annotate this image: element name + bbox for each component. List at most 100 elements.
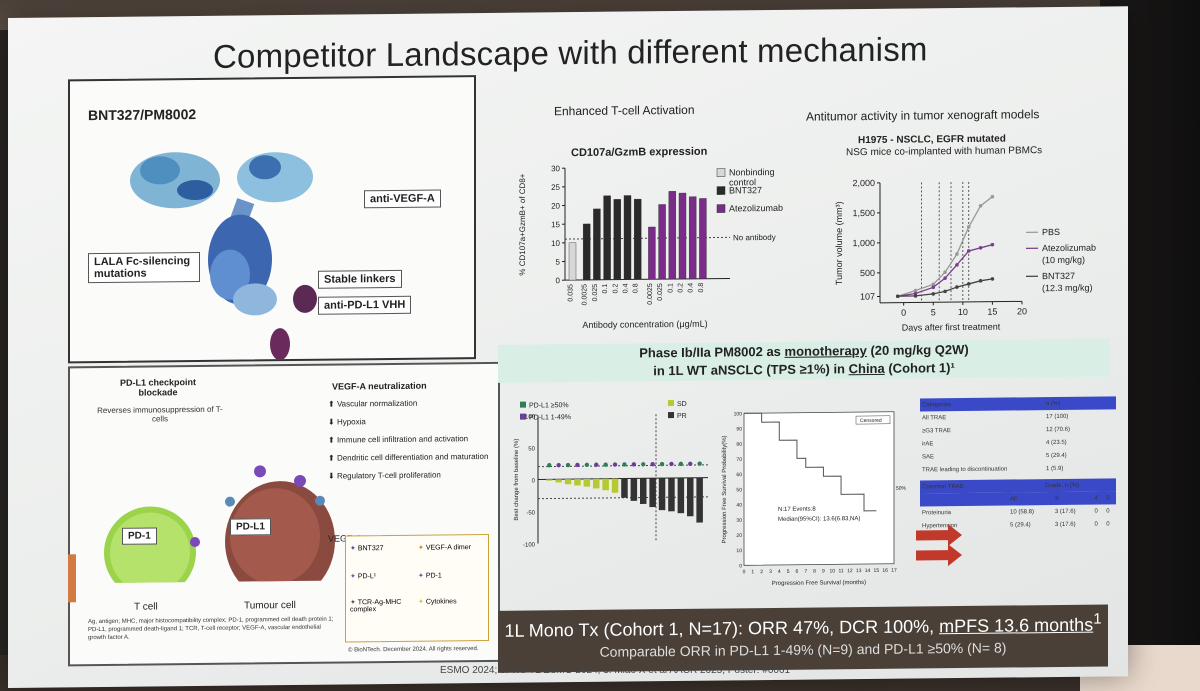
chart1-legend-label: BNT327: [729, 185, 762, 195]
table-cell: 5 (29.4): [1010, 521, 1031, 529]
chart1-bar: [658, 204, 666, 280]
chart1-y-tick-label: 5: [556, 258, 561, 267]
chart2-legend-label: (12.3 mg/kg): [1042, 283, 1093, 294]
chart4-y-tick-label: 90: [736, 427, 742, 433]
chart4-x-tick-label: 11: [838, 568, 843, 574]
xenograft-section-title: Antitumor activity in tumor xenograft mo…: [806, 107, 1040, 124]
chart2-point: [990, 194, 995, 199]
chart3-y-tick-label: -100: [523, 542, 536, 548]
chart2-point: [931, 292, 936, 296]
chart3-legend-swatch: [520, 401, 526, 408]
chart3-legend-swatch: [668, 400, 674, 407]
chart2-series-line: [897, 278, 993, 297]
vegf-neutralization-heading: VEGF-A neutralization: [332, 380, 427, 392]
chart4-x-label: Progression Free Survival (months): [772, 580, 866, 587]
chart3-bar: [649, 478, 656, 508]
chart4-50-label: 50%: [896, 486, 907, 492]
table-cell: 3 (17.6): [1054, 521, 1076, 528]
label-tumour-cell: Tumour cell: [244, 599, 296, 612]
copyright-text: © BioNTech. December 2024. All rights re…: [348, 646, 479, 654]
label-t-cell: T cell: [134, 601, 158, 613]
chart4-x-tick-label: 16: [882, 568, 888, 574]
table-cell: 17 (100): [1046, 413, 1069, 420]
chart4-x-tick-label: 2: [760, 569, 763, 575]
pd-l1-blockade-subtext: Reverses immunosuppression of T-cells: [97, 404, 223, 424]
vegf-effect-item: ⬇ Hypoxia: [328, 417, 366, 427]
chart1-x-tick-label: 0.025: [657, 283, 664, 301]
chart2-y-tick-label: 500: [860, 268, 875, 278]
chart3-bar: [602, 478, 609, 491]
chart3-y-tick-label: 50: [528, 446, 535, 452]
chart1-bar: [688, 196, 697, 280]
chart1-y-tick-label: 20: [551, 202, 560, 211]
chart3-marker: [678, 461, 684, 467]
chart4-x-tick-label: 6: [796, 569, 799, 575]
label-anti-vegf-a: anti-VEGF-A: [364, 189, 441, 209]
table-cell: 3 (17.6): [1054, 508, 1076, 515]
chart2-point: [966, 249, 971, 253]
table-cell: 1 (5.9): [1046, 465, 1064, 472]
chart2-x-tick-label: 0: [901, 308, 906, 318]
chart4-x-tick-label: 14: [865, 568, 871, 574]
chart2-point: [966, 282, 971, 286]
chart2-y-tick-label: 2,000: [852, 178, 875, 188]
chart4-y-tick-label: 70: [736, 457, 742, 463]
arrow-down-icon: ⬇: [328, 417, 335, 427]
chart4-y-tick-label: 30: [736, 518, 742, 524]
trae-table: Categories n (%) All TRAE 17 (100) ≥G3 TR…: [920, 396, 1116, 532]
chart3-marker: [650, 461, 655, 467]
chart2-point: [990, 277, 995, 281]
chart2-point: [895, 294, 900, 299]
chart3-marker: [688, 461, 693, 466]
chart1-bar: [699, 198, 707, 279]
chart1-bar: [633, 198, 642, 280]
chart4-legend-box: [855, 415, 891, 425]
chart1-legend-swatch: [716, 204, 726, 213]
reference-footer: ESMO 2024; 3. Wu YL ESMO 2024; 3. Miao X…: [440, 665, 791, 676]
cell-illustration: [104, 465, 335, 584]
tumor-volume-line-chart: H1975 - NSCLC, EGFR mutated NSG mice co-…: [834, 134, 1096, 333]
phase-study-banner: Phase Ib/IIa PM8002 as monotherapy (20 m…: [498, 338, 1110, 383]
legend-entry-tcr: ✦ TCR-Ag-MHC complex: [350, 598, 402, 614]
cd107a-bar-chart: CD107a/GzmB expression 0 5 10 15 20 25 30 % CD1…: [518, 146, 783, 330]
chart4-x-tick-label: 15: [874, 568, 880, 574]
chart4-x-tick-label: 10: [829, 568, 835, 574]
chart3-bar: [583, 478, 591, 487]
table-cell: irAE: [922, 440, 934, 447]
vegf-effect-item: ⬆ Vascular normalization: [328, 398, 418, 409]
chart1-y-tick-label: 0: [556, 276, 561, 285]
table-header-cell: n (%): [1046, 400, 1061, 407]
chart2-legend-label: (10 mg/kg): [1042, 255, 1085, 265]
chart1-x-tick-label: 0.1: [667, 283, 674, 293]
table-header-cell: 4: [1094, 495, 1098, 502]
chart1-bar: [568, 242, 577, 281]
chart2-y-tick-label: 1,500: [852, 208, 875, 218]
cytokine-icon: ✦: [418, 598, 424, 606]
phase-banner-line2: in 1L WT aNSCLC (TPS ≥1%) in China (Coho…: [653, 360, 955, 379]
pdl1-icon: ✦: [350, 573, 356, 581]
chart3-marker: [669, 461, 674, 467]
chart4-y-tick-label: 100: [734, 411, 743, 417]
chart4-y-tick-label: 50: [736, 487, 742, 493]
chart2-subtitle: NSG mice co-implanted with human PBMCs: [846, 145, 1042, 158]
chart4-survival-curve: [744, 412, 877, 512]
chart4-x-tick-label: 4: [778, 569, 781, 575]
chart3-bar: [668, 478, 675, 512]
table-header-cell: All: [1010, 495, 1017, 503]
chart3-bar: [640, 478, 647, 504]
antibody-structure-image: [130, 152, 317, 361]
table-cell: 5 (29.4): [1046, 452, 1067, 459]
chart3-y-tick-label: 100: [525, 414, 536, 420]
chart3-marker: [565, 462, 571, 468]
chart3-bar: [630, 478, 638, 501]
mechanism-panel: PD-L1 checkpoint blockade Reverses immun…: [68, 361, 500, 667]
chart4-x-tick-label: 9: [822, 568, 825, 574]
chart3-bar: [546, 479, 553, 481]
chart2-x-label: Days after first treatment: [902, 322, 1001, 333]
tcr-icon: ✦: [350, 599, 356, 607]
table-cell: 12 (70.6): [1046, 426, 1071, 433]
chart2-y-tick-label: 1,000: [852, 238, 875, 248]
legend-entry-bnt327: ✦ BNT327: [350, 545, 384, 553]
arrow-up-icon: ⬆: [328, 399, 335, 409]
